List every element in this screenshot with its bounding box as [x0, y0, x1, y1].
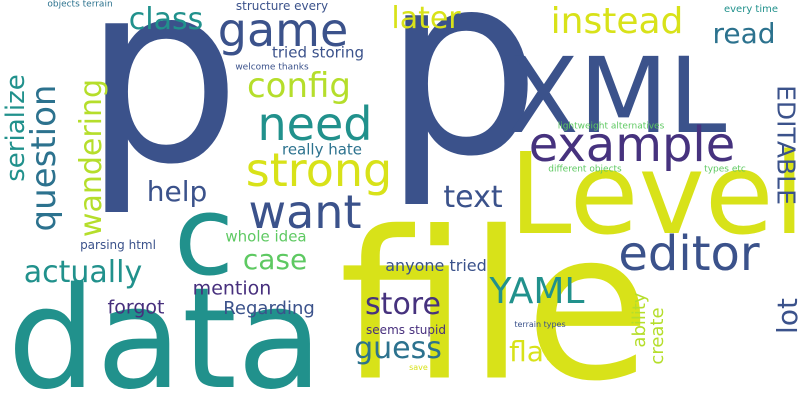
word-class: class	[128, 2, 204, 37]
word-later: later	[391, 1, 461, 36]
word-parsing-html: parsing html	[80, 238, 156, 252]
word-want: want	[248, 185, 362, 239]
word-types-etc: types etc	[704, 164, 746, 175]
word-config: config	[246, 66, 352, 106]
word-seems-stupid: seems stupid	[366, 323, 446, 337]
word-guess: guess	[354, 331, 442, 366]
word-xml: XML	[507, 35, 727, 157]
word-yaml: YAML	[489, 271, 585, 312]
word-different-objects: different objects	[548, 164, 622, 175]
word-text: text	[443, 180, 503, 215]
word-store: store	[365, 287, 441, 322]
word-regarding: Regarding	[223, 298, 315, 319]
word-c: c	[173, 172, 235, 300]
word-example: example	[528, 117, 736, 173]
word-really-hate: really hate	[281, 140, 363, 159]
word-flat: flat	[509, 335, 555, 368]
word-welcome-thanks: welcome thanks	[235, 62, 309, 73]
word-mention: mention	[192, 277, 272, 300]
word-serialize: serialize	[1, 74, 31, 182]
word-level: Level	[509, 130, 800, 260]
word-case: case	[242, 243, 308, 276]
word-lot: lot	[771, 298, 800, 334]
word-lightweight-alternatives: lightweight alternatives	[557, 121, 665, 132]
word-data: data	[7, 258, 323, 400]
word-editable: EDITABLE	[771, 85, 800, 205]
word-instead: instead	[550, 1, 684, 42]
word-whole-idea: whole idea	[225, 227, 307, 246]
word-help: help	[146, 175, 208, 208]
word-objects-terrain: objects terrain	[47, 0, 113, 10]
word-wandering: wandering	[74, 78, 109, 238]
word-forgot: forgot	[107, 296, 165, 319]
word-structure-every: structure every	[235, 0, 329, 13]
word-every-time: every time	[723, 4, 779, 15]
word-need: need	[257, 97, 373, 151]
word-save-new: save new	[409, 363, 447, 372]
word-create: create	[647, 307, 668, 365]
word-terrain-types: terrain types	[514, 320, 566, 329]
word-game: game	[217, 3, 349, 57]
word-editor: editor	[618, 226, 760, 282]
word-tried-storing: tried storing	[272, 43, 364, 62]
word-question: question	[24, 84, 64, 232]
word-strong: strong	[245, 143, 393, 197]
word-p-2: p	[382, 0, 542, 211]
word-file: file	[338, 188, 652, 400]
word-p-1: p	[82, 0, 242, 219]
word-actually: actually	[23, 255, 143, 290]
word-read: read	[712, 17, 776, 50]
word-anyone-tried: anyone tried	[385, 256, 487, 275]
